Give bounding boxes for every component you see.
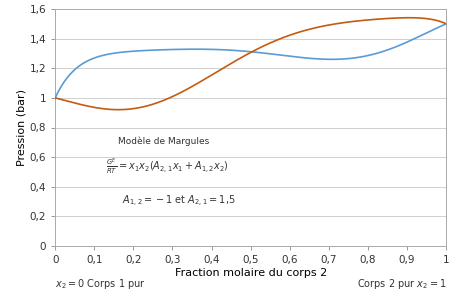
Text: Modèle de Margules: Modèle de Margules (118, 137, 208, 146)
Text: Corps 2 pur $x_2 = 1$: Corps 2 pur $x_2 = 1$ (356, 277, 445, 291)
Text: $A_{1,2} = -1$ et $A_{2,1} = 1{,}5$: $A_{1,2} = -1$ et $A_{2,1} = 1{,}5$ (121, 194, 235, 209)
Text: $x_2 = 0$ Corps 1 pur: $x_2 = 0$ Corps 1 pur (55, 277, 146, 291)
Text: $\frac{G^E}{RT} = x_1 x_2(A_{2,1} x_1 + A_{1,2} x_2)$: $\frac{G^E}{RT} = x_1 x_2(A_{2,1} x_1 + … (106, 156, 229, 176)
Y-axis label: Pression (bar): Pression (bar) (17, 89, 27, 166)
X-axis label: Fraction molaire du corps 2: Fraction molaire du corps 2 (174, 268, 326, 278)
